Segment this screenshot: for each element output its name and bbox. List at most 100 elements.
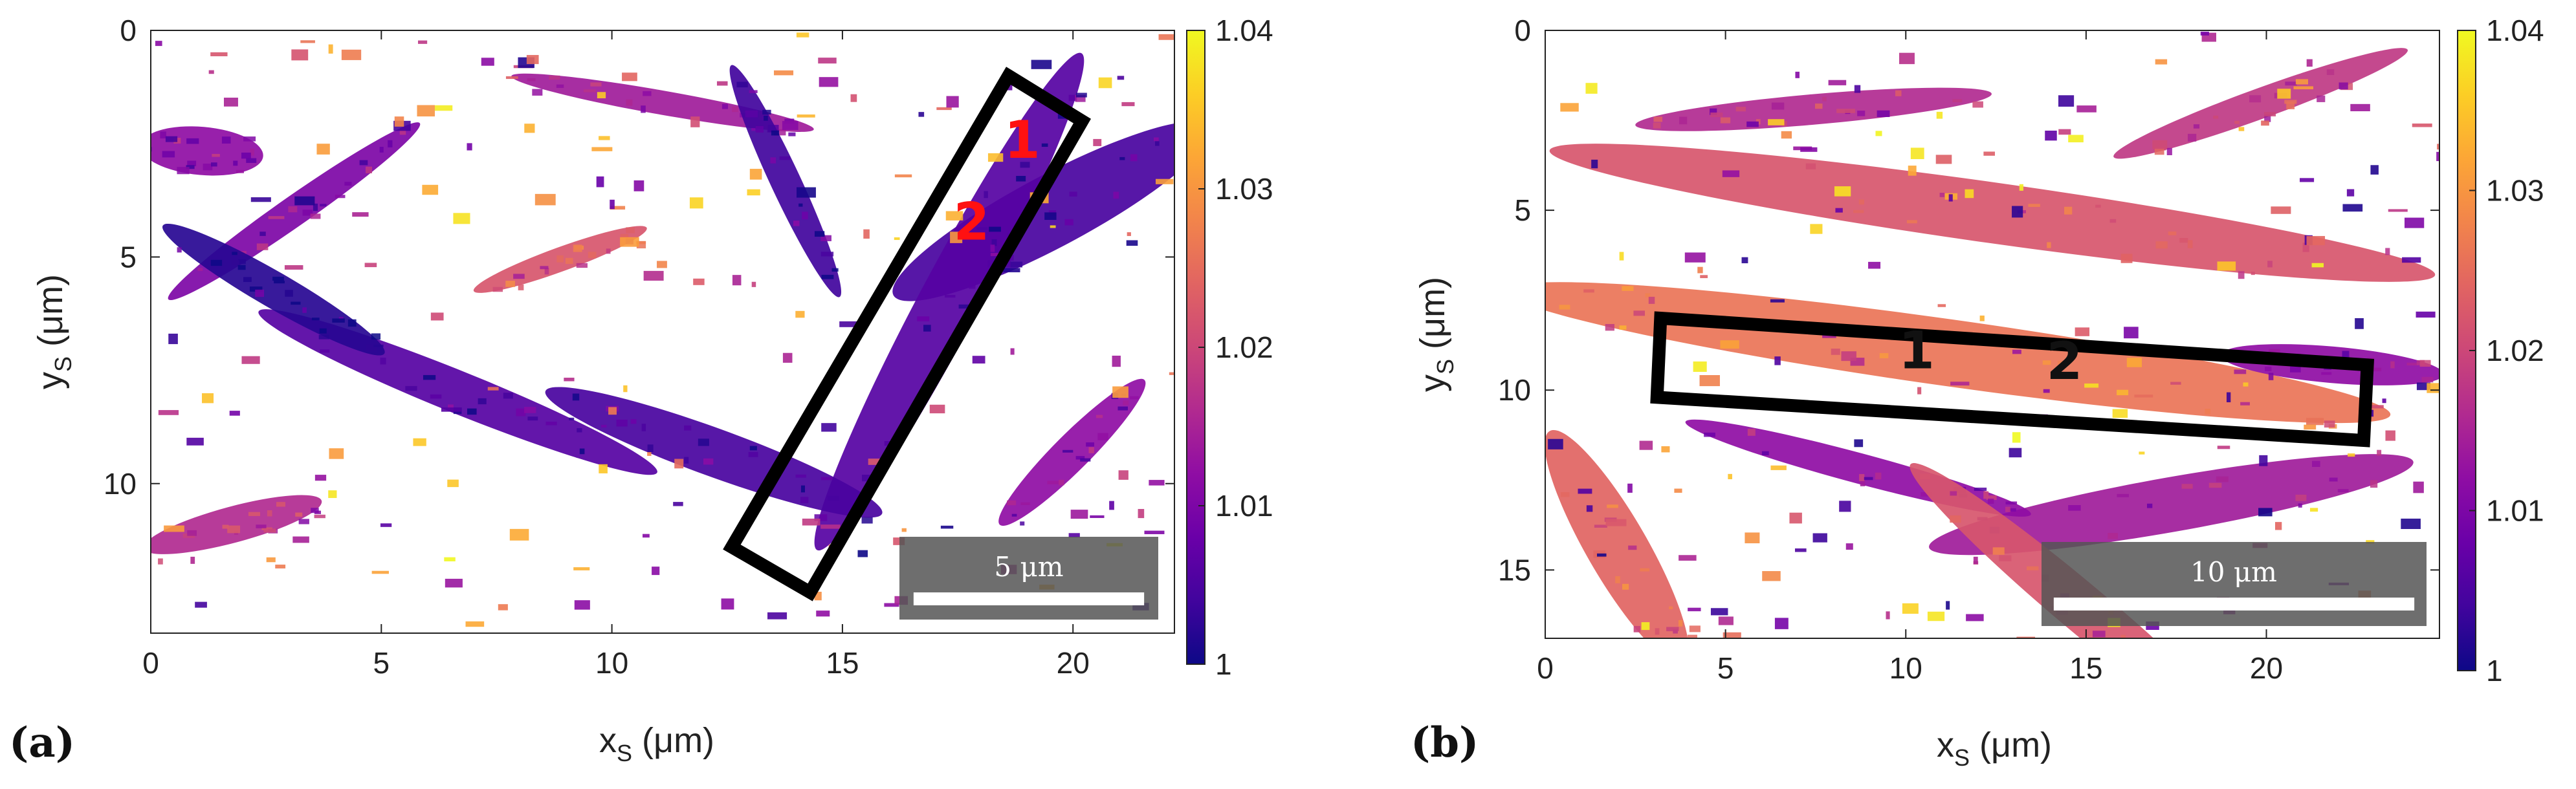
x-tick-label: 20 xyxy=(2250,651,2283,685)
grain-fragment xyxy=(2058,129,2071,135)
grain-pixel xyxy=(399,129,406,135)
grain-fragment xyxy=(1586,505,1593,512)
grain-pixel xyxy=(1992,547,2005,555)
grain-pixel xyxy=(755,125,764,133)
grain-fragment xyxy=(1770,299,1785,303)
grain-pixel xyxy=(1781,121,1787,127)
y-tick-label: 10 xyxy=(104,467,137,501)
grain-pixel xyxy=(1080,458,1091,462)
grain-pixel xyxy=(310,213,321,219)
grain-pixel xyxy=(448,404,454,410)
grain-pixel xyxy=(379,146,384,153)
grain-fragment xyxy=(940,525,954,529)
grain-fragment xyxy=(1596,553,1607,557)
grain-fragment xyxy=(1044,212,1057,221)
grain-pixel xyxy=(1113,191,1119,199)
grain-fragment xyxy=(657,261,667,268)
grain-pixel xyxy=(221,136,231,144)
grain-fragment xyxy=(1983,151,1995,156)
grain-pixel xyxy=(2181,484,2193,489)
colorbar-tick-label: 1 xyxy=(2486,654,2503,687)
grain-pixel xyxy=(2028,204,2040,207)
grain-fragment xyxy=(623,385,628,393)
grain-pixel xyxy=(2419,360,2431,367)
grain-fragment xyxy=(1845,543,1853,550)
grain-pixel xyxy=(2285,81,2297,86)
grain-fragment xyxy=(573,567,590,570)
grain-pixel xyxy=(2120,634,2126,638)
grain-pixel xyxy=(1805,163,1816,169)
grain-pixel xyxy=(569,417,575,420)
grain-pixel xyxy=(388,140,393,147)
grain-fragment xyxy=(294,196,315,206)
grain-fragment xyxy=(1762,571,1781,581)
grain-fragment xyxy=(749,169,762,180)
grain-fragment xyxy=(314,475,327,481)
grain-pixel xyxy=(2234,369,2247,374)
grain-pixel xyxy=(2058,361,2067,365)
grain-pixel xyxy=(749,446,757,451)
panel-label-b: (b) xyxy=(1411,719,1479,767)
grain-pixel xyxy=(1062,449,1073,453)
grain-fragment xyxy=(210,52,228,56)
grain-fragment xyxy=(796,32,809,38)
grain-pixel xyxy=(233,160,238,166)
grain-fragment xyxy=(1068,533,1080,537)
grain-fragment xyxy=(693,278,705,285)
grain-pixel xyxy=(1154,137,1159,142)
grain-fragment xyxy=(839,321,860,327)
grain-pixel xyxy=(1746,121,1759,127)
grain-pixel xyxy=(721,103,729,109)
grain-pixel xyxy=(2312,460,2320,467)
grain-fragment xyxy=(2258,508,2273,517)
grain-pixel xyxy=(1622,583,1629,590)
y-tick-label: 5 xyxy=(120,240,137,274)
grain-pixel xyxy=(267,510,272,517)
grain-fragment xyxy=(2437,144,2439,150)
grain-pixel xyxy=(545,421,557,426)
grain-pixel xyxy=(1607,504,1618,508)
grain-pixel xyxy=(1088,447,1094,453)
grain-fragment xyxy=(2388,209,2408,212)
grain-fragment xyxy=(929,404,945,414)
grain-pixel xyxy=(347,319,357,327)
grain-pixel xyxy=(1950,515,1961,523)
grain-pixel xyxy=(302,210,313,216)
grain-pixel xyxy=(1983,491,1989,499)
grain-fragment xyxy=(1728,473,1732,480)
grain-fragment xyxy=(2259,455,2268,466)
grain-fragment xyxy=(1684,252,1706,263)
grain-fragment xyxy=(773,70,794,76)
grain-fragment xyxy=(1917,387,1922,394)
grain-fragment xyxy=(1050,225,1056,228)
grain-fragment xyxy=(1899,52,1915,65)
grain-pixel xyxy=(186,138,199,144)
grain-fragment xyxy=(413,438,426,446)
grain-pixel xyxy=(1950,491,1957,496)
grain-pixel xyxy=(1666,627,1679,632)
grain-fragment xyxy=(1633,625,1641,632)
grain-fragment xyxy=(816,611,830,617)
y-tick-label: 0 xyxy=(120,14,137,47)
plot-frame-a xyxy=(150,30,1175,634)
grain-fragment xyxy=(2019,184,2023,191)
grain-pixel xyxy=(2317,95,2326,102)
box-markers-a: 12 xyxy=(954,110,1040,252)
grain-pixel xyxy=(1011,513,1017,517)
grain-pixel xyxy=(527,78,536,81)
grain-pixel xyxy=(1068,94,1077,102)
grain-pixel xyxy=(2264,114,2271,122)
grain-pixel xyxy=(523,407,536,413)
grain-pixel xyxy=(1064,219,1073,226)
grain-fragment xyxy=(2402,257,2421,263)
grain-pixel xyxy=(1814,103,1823,109)
grain-pixel xyxy=(779,156,791,160)
grain-fragment xyxy=(820,524,841,529)
grain-fragment xyxy=(1927,611,1945,621)
grain-pixel xyxy=(256,243,269,250)
grain-pixel xyxy=(732,106,738,113)
grain-fragment xyxy=(1093,138,1102,146)
grain-fragment xyxy=(165,136,178,142)
grain-pixel xyxy=(236,169,244,173)
